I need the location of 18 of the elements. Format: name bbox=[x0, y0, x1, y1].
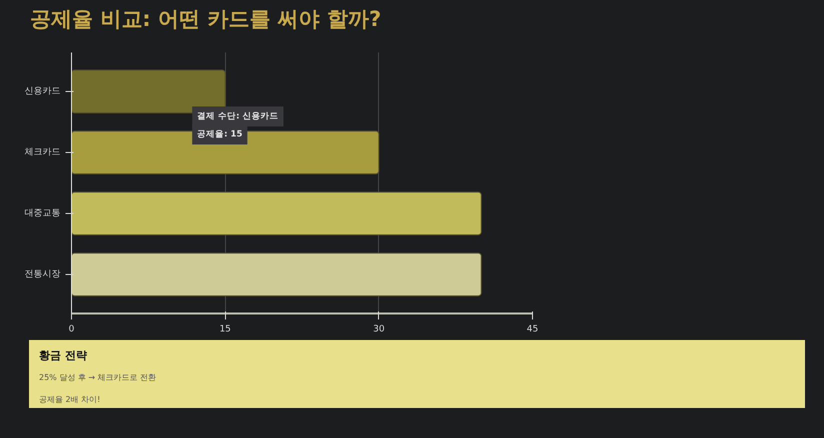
bar bbox=[72, 192, 482, 236]
text: 공제율 2배 차이! bbox=[39, 394, 102, 406]
x-tick-label: 0 bbox=[68, 324, 75, 334]
y-tick-label: 대중교통 bbox=[24, 208, 60, 218]
chart-title: 공제율 비교: 어떤 카드를 써야 할까? bbox=[30, 6, 382, 33]
bar bbox=[72, 130, 380, 174]
y-tick-label: 체크카드 bbox=[24, 148, 60, 158]
text: 황금 전략 bbox=[39, 348, 88, 364]
x-tick-label: 45 bbox=[526, 324, 538, 334]
y-tick-label: 전통시장 bbox=[24, 269, 60, 280]
annotation: 공제율: 15 bbox=[197, 130, 242, 140]
annotation: 결제 수단: 신용카드 bbox=[197, 112, 278, 122]
x-tick-label: 30 bbox=[373, 324, 385, 334]
y-tick-label: 신용카드 bbox=[24, 86, 60, 97]
x-tick-label: 15 bbox=[219, 324, 231, 334]
bar bbox=[72, 252, 482, 296]
text: 25% 달성 후 → 체크카드로 전환 bbox=[39, 372, 156, 384]
bar bbox=[72, 70, 226, 114]
